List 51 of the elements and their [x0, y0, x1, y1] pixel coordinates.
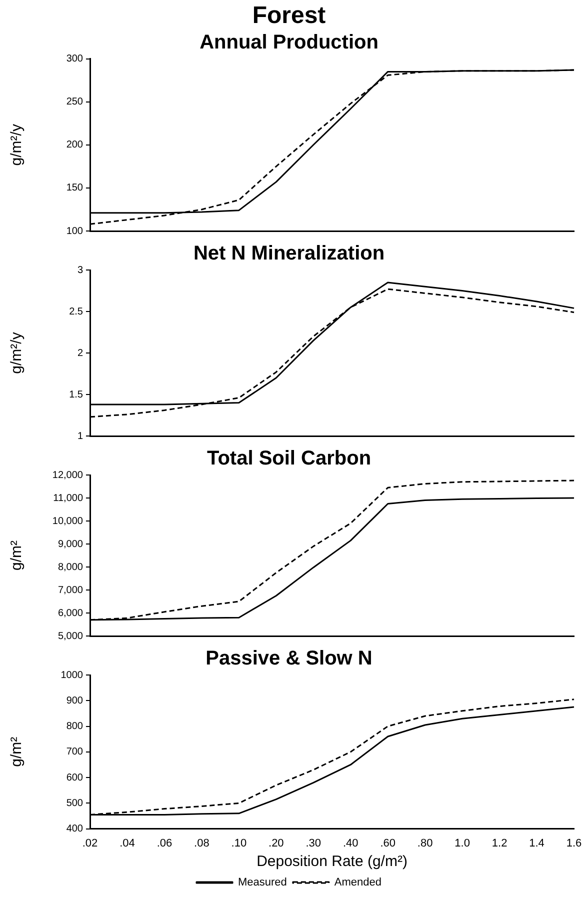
x-tick-label: .10	[231, 837, 247, 850]
x-tick-label: 1.6	[566, 837, 582, 850]
y-tick-label: 9,000	[58, 538, 84, 550]
y-tick-label: 3	[77, 264, 84, 276]
y-tick-label: 250	[66, 96, 84, 108]
x-tick-label: .04	[120, 837, 135, 850]
y-axis-title: g/m²	[8, 736, 26, 767]
y-tick-label: 900	[66, 695, 84, 706]
x-tick-label: .06	[156, 837, 172, 850]
x-axis-title: Deposition Rate (g/m²)	[256, 853, 408, 870]
chart-title: Total Soil Carbon	[206, 448, 372, 470]
y-axis-title: g/m²/y	[8, 332, 26, 374]
x-tick-label: .20	[268, 837, 284, 850]
y-tick-label: 800	[66, 721, 84, 732]
x-tick-label: 1.0	[454, 837, 470, 850]
x-tick-label: .08	[194, 837, 210, 850]
y-tick-label: 2.5	[69, 306, 84, 318]
x-tick-label: .02	[82, 837, 98, 850]
legend-label: Measured	[238, 876, 287, 889]
y-axis-title: g/m²	[8, 540, 26, 570]
x-tick-label: .80	[417, 837, 433, 850]
y-tick-label: 8,000	[58, 562, 84, 573]
y-tick-label: 600	[66, 772, 84, 784]
y-tick-label: 6,000	[58, 608, 84, 619]
x-tick-label: .60	[380, 837, 396, 850]
y-tick-label: 150	[66, 182, 84, 194]
y-tick-label: 700	[66, 746, 84, 758]
y-tick-label: 11,000	[53, 492, 84, 504]
chart-subtitle: Annual Production	[200, 31, 378, 54]
y-tick-label: 1	[77, 430, 84, 442]
legend-label: Amended	[334, 876, 382, 889]
y-tick-label: 500	[66, 798, 84, 809]
y-tick-label: 300	[66, 54, 84, 65]
chart-title: Passive & Slow N	[206, 648, 372, 670]
y-tick-label: 1.5	[69, 389, 84, 400]
x-tick-label: .40	[342, 837, 358, 850]
y-tick-label: 10,000	[52, 516, 84, 527]
y-tick-label: 2	[77, 348, 84, 359]
x-tick-label: 1.2	[492, 837, 508, 850]
y-tick-label: 7,000	[58, 584, 84, 596]
y-axis-title: g/m²/y	[8, 124, 26, 166]
x-tick-label: .30	[306, 837, 322, 850]
y-tick-label: 5,000	[58, 630, 84, 642]
y-tick-label: 100	[66, 226, 84, 237]
chart-title: Net N Mineralization	[193, 242, 385, 265]
chart-title: Forest	[252, 2, 326, 30]
x-tick-label: 1.4	[529, 837, 544, 850]
y-tick-label: 200	[66, 140, 84, 151]
y-tick-label: 1000	[60, 670, 84, 681]
y-tick-label: 400	[66, 824, 84, 835]
y-tick-label: 12,000	[52, 470, 84, 481]
